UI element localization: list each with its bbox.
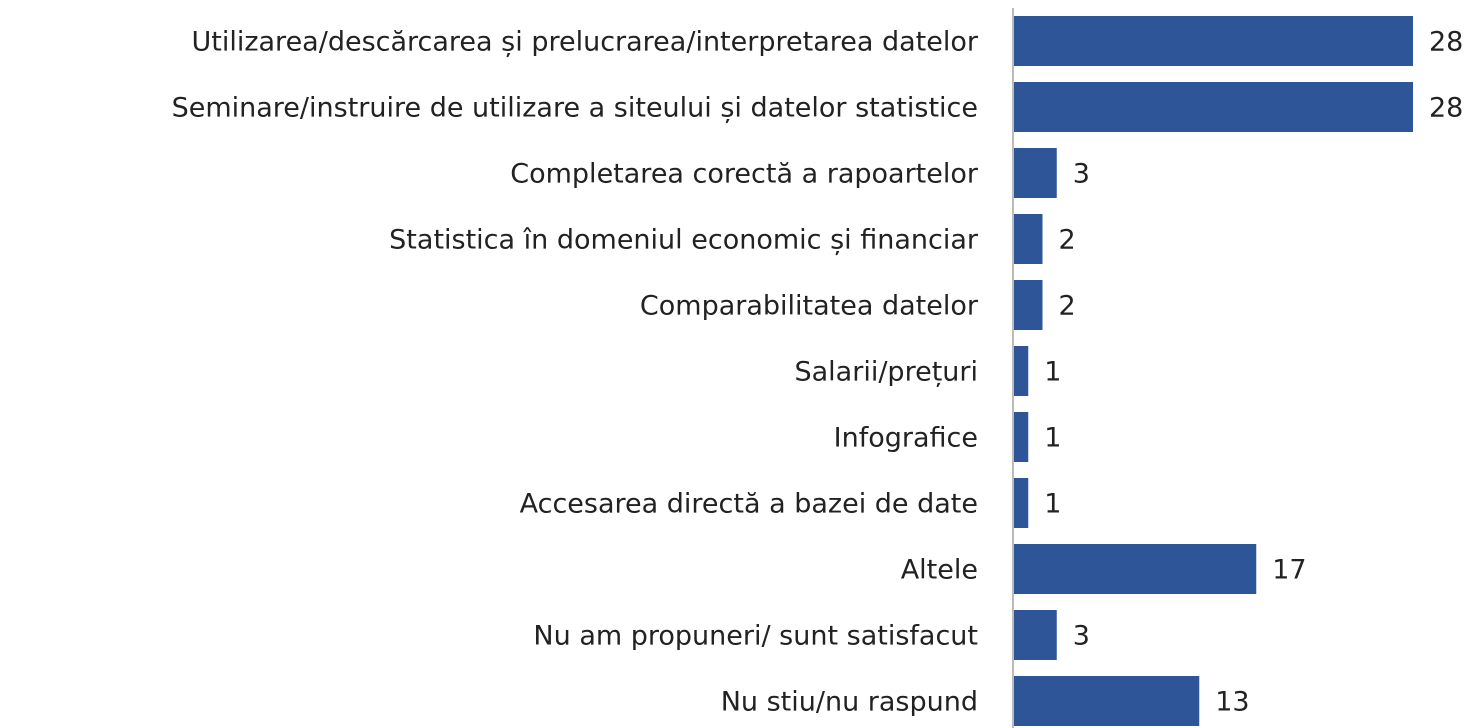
category-label: Accesarea directă a bazei de date [520,489,978,520]
bar [1014,676,1200,726]
category-label: Statistica în domeniul economic și finan… [389,225,979,256]
category-label: Altele [901,555,978,586]
category-label: Utilizarea/descărcarea și prelucrarea/in… [191,27,978,58]
bar [1014,346,1029,396]
value-label: 28 [1429,93,1463,124]
value-label: 3 [1073,621,1090,652]
bar [1014,412,1029,462]
bar [1014,148,1057,198]
value-label: 13 [1215,687,1249,718]
value-label: 2 [1059,225,1076,256]
bar [1014,82,1413,132]
bar [1014,544,1257,594]
bar [1014,214,1043,264]
value-label: 1 [1044,423,1061,454]
bar [1014,16,1413,66]
category-label: Nu am propuneri/ sunt satisfacut [533,621,978,652]
value-label: 17 [1272,555,1306,586]
category-label: Seminare/instruire de utilizare a siteul… [172,93,978,124]
bar [1014,478,1029,528]
category-label: Comparabilitatea datelor [640,291,979,322]
bar [1014,610,1057,660]
value-label: 1 [1044,357,1061,388]
category-label: Infografice [834,423,978,454]
category-label: Nu stiu/nu raspund [721,687,978,718]
category-label: Salarii/prețuri [795,357,979,388]
value-label: 28 [1429,27,1463,58]
bar [1014,280,1043,330]
value-label: 1 [1044,489,1061,520]
category-label: Completarea corectă a rapoartelor [510,159,979,190]
value-label: 2 [1059,291,1076,322]
value-label: 3 [1073,159,1090,190]
